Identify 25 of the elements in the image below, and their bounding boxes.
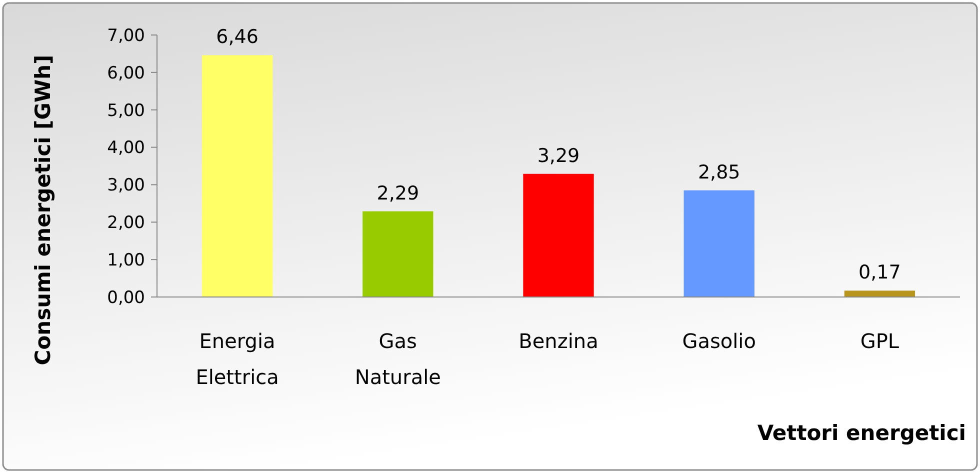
bar [362,211,434,297]
y-tick-label: 5,00 [107,100,145,121]
x-tick-label: Gas Naturale [354,329,441,389]
bar [844,290,916,297]
y-tick-label: 2,00 [107,213,145,234]
y-tick-label: 1,00 [107,250,145,271]
data-label: 6,46 [216,26,258,48]
y-tick-label: 7,00 [107,26,145,46]
y-tick-label: 4,00 [107,138,145,158]
bar [523,174,594,297]
bar [202,55,273,297]
data-label: 2,85 [698,161,740,184]
x-axis-title: Vettori energetici [757,421,966,445]
y-axis-title: Consumi energetici [GWh] [31,54,55,366]
x-tick-label: Energia Elettrica [196,329,279,389]
x-tick-label: Benzina [518,329,598,353]
data-label: 3,29 [537,144,580,167]
data-label: 2,29 [376,182,420,204]
x-tick-label: Gasolio [682,329,756,353]
data-label: 0,17 [858,262,901,284]
y-tick-label: 6,00 [107,63,145,84]
x-tick-label: GPL [860,329,900,353]
y-tick-label: 3,00 [107,176,145,196]
y-tick-label: 0,00 [107,288,145,308]
bar [684,190,754,297]
